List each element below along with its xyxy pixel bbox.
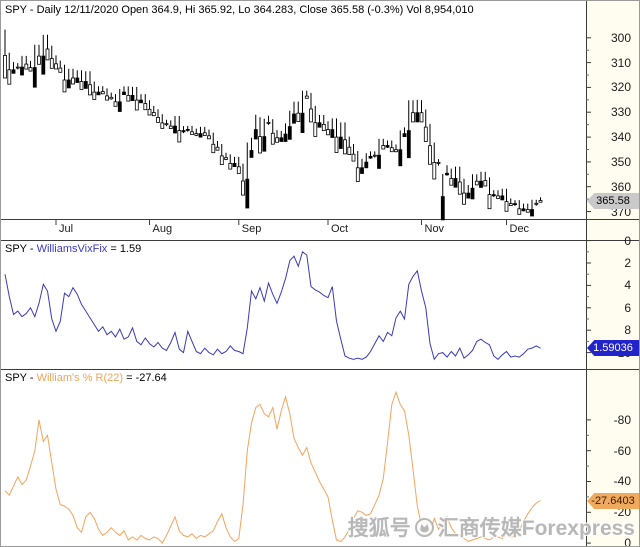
sohu-watermark-site: 搜狐号 <box>347 517 411 540</box>
vixfix-axis-label: 2 <box>624 255 631 270</box>
price-axis-label: 330 <box>610 105 631 120</box>
vixfix-value-badge: 1.59036 <box>587 340 639 356</box>
price-axis-label: 320 <box>610 80 631 95</box>
percent-r-title-value: = -27.64 <box>123 372 167 384</box>
vixfix-axis-label: 4 <box>624 278 631 293</box>
vixfix-panel-title: SPY - WilliamsVixFix = 1.59 <box>5 243 141 255</box>
last-price-badge: 365.58 <box>587 193 639 209</box>
month-label-oct: Oct <box>331 223 349 235</box>
price-axis-label: 310 <box>610 55 631 70</box>
month-label-dec: Dec <box>509 223 530 235</box>
percent-r-axis-label: -60 <box>613 443 631 458</box>
vixfix-axis-label: 6 <box>624 300 631 315</box>
vixfix-indicator-name: WilliamsVixFix <box>36 243 108 255</box>
percent-r-value-badge: -27.6403 <box>587 493 639 509</box>
vixfix-title-prefix: SPY - <box>5 243 37 255</box>
price-panel-bottom-line <box>1 219 639 220</box>
price-axis-label: 350 <box>610 154 631 169</box>
y-axis-line <box>586 1 587 546</box>
percent-r-indicator-name: William's % R(22) <box>36 372 124 384</box>
month-label-sep: Sep <box>241 223 262 235</box>
month-label-nov: Nov <box>424 223 445 235</box>
axis-ticks <box>55 37 591 544</box>
vixfix-axis-label: 0 <box>624 233 631 248</box>
percent-r-axis-label: -40 <box>613 474 631 489</box>
price-axis-label: 340 <box>610 130 631 145</box>
price-axis-label: 300 <box>610 30 631 45</box>
sohu-fox-logo-icon <box>414 517 434 537</box>
vixfix-panel-bottom-line <box>1 369 639 370</box>
vixfix-line-series <box>4 250 541 361</box>
percent-r-title-prefix: SPY - <box>5 372 37 384</box>
candlestick-series <box>3 29 543 221</box>
percent-r-axis-label: -80 <box>613 412 631 427</box>
sohu-watermark: 搜狐号 汇商传媒Forexpress <box>348 512 635 542</box>
sohu-watermark-account: 汇商传媒Forexpress <box>437 517 635 540</box>
month-label-jul: Jul <box>59 223 74 235</box>
vixfix-axis-label: 8 <box>624 323 631 338</box>
percent-r-line-series <box>4 390 541 544</box>
percent-r-axis-label: 0 <box>624 536 631 547</box>
month-label-aug: Aug <box>152 223 173 235</box>
price-title-text: SPY - Daily 12/11/2020 Open 364.9, Hi 36… <box>5 4 474 16</box>
price-panel-title: SPY - Daily 12/11/2020 Open 364.9, Hi 36… <box>5 4 474 16</box>
percent-r-panel-title: SPY - William's % R(22) = -27.64 <box>5 372 167 384</box>
price-axis-label: 360 <box>610 179 631 194</box>
month-strip-bottom-line <box>1 240 639 241</box>
vixfix-title-value: = 1.59 <box>107 243 142 255</box>
right-axis-strip[interactable] <box>587 1 639 546</box>
